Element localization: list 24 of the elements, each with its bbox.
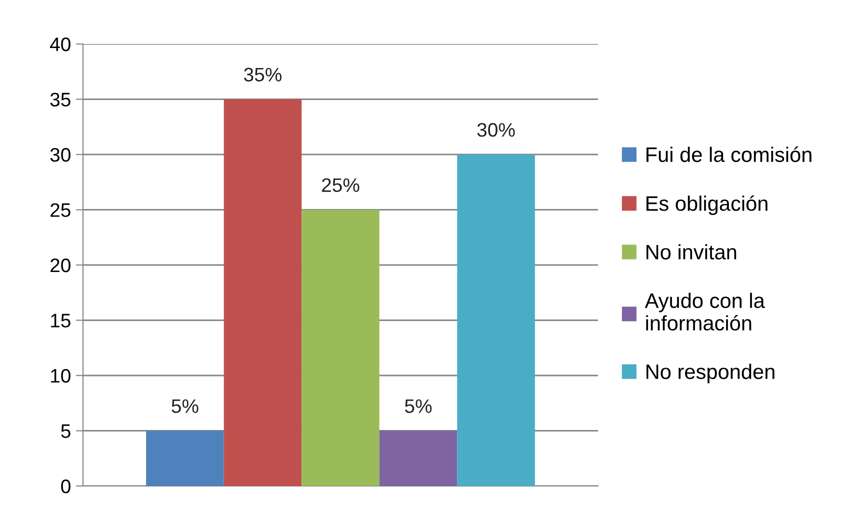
bar bbox=[302, 210, 380, 486]
data-label: 30% bbox=[477, 123, 515, 137]
y-tick-label: 35 bbox=[50, 92, 70, 106]
bar bbox=[224, 99, 302, 486]
data-label: 5% bbox=[172, 399, 198, 414]
legend-label: Ayudo con la información bbox=[644, 292, 765, 331]
y-tick-label: 25 bbox=[50, 203, 70, 217]
legend-label: No responden bbox=[646, 364, 774, 384]
bar bbox=[379, 430, 458, 486]
y-tick-label: 40 bbox=[50, 37, 70, 52]
y-tick-label: 5 bbox=[61, 424, 70, 438]
bar bbox=[146, 430, 224, 486]
legend-label: No invitan bbox=[646, 244, 736, 260]
y-tick-label: 15 bbox=[51, 314, 70, 328]
legend-label: Fui de la comisión bbox=[646, 146, 812, 162]
y-tick-label: 20 bbox=[50, 258, 70, 272]
data-label: 35% bbox=[244, 68, 282, 82]
y-tick-label: 10 bbox=[51, 368, 70, 383]
y-tick-label: 30 bbox=[50, 148, 70, 162]
bar bbox=[457, 154, 535, 486]
legend-label: Es obligación bbox=[646, 195, 768, 216]
data-label: 5% bbox=[404, 399, 432, 414]
y-tick-label: 0 bbox=[61, 479, 70, 494]
data-label: 25% bbox=[322, 178, 360, 192]
